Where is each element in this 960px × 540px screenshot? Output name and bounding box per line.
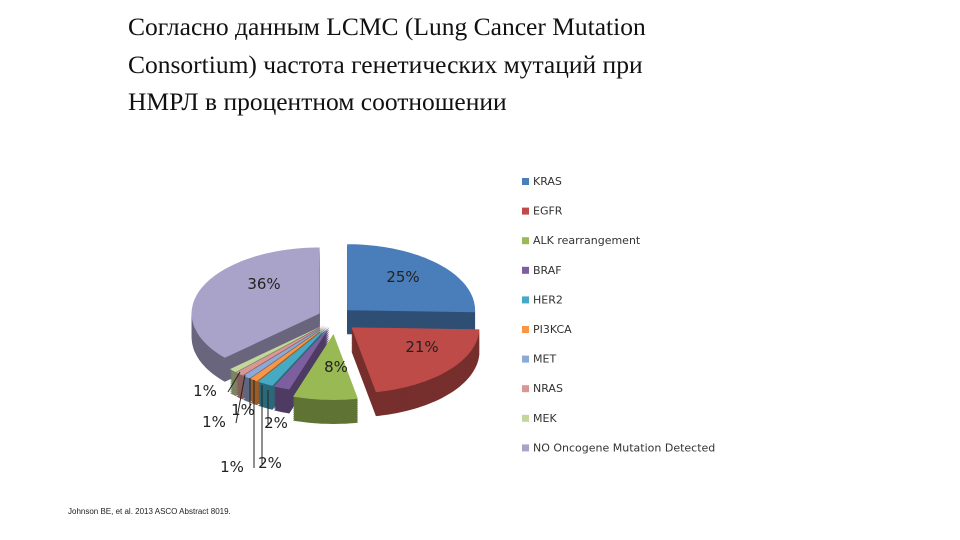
legend-swatch bbox=[522, 296, 529, 304]
slice-braf bbox=[274, 326, 330, 390]
slice-no-oncogene-mutation-detected bbox=[191, 247, 320, 358]
data-label: 1% bbox=[220, 458, 244, 476]
data-label: 21% bbox=[405, 338, 438, 356]
legend-swatch bbox=[522, 414, 529, 422]
slice-kras bbox=[347, 244, 476, 313]
slice-mek bbox=[229, 324, 325, 373]
data-label: 36% bbox=[247, 275, 280, 293]
title-line-2: Consortium) частота генетических мутаций… bbox=[128, 49, 643, 79]
slice-her2 bbox=[258, 326, 328, 386]
legend-label: EGFR bbox=[533, 205, 563, 218]
pie-slices bbox=[191, 244, 480, 424]
data-label: 25% bbox=[386, 268, 419, 286]
data-label: 8% bbox=[324, 358, 348, 376]
data-label: 1% bbox=[202, 413, 226, 431]
legend-label: NO Oncogene Mutation Detected bbox=[533, 441, 715, 454]
slice-egfr bbox=[351, 327, 480, 393]
legend-label: MEK bbox=[533, 412, 557, 425]
legend-label: MET bbox=[533, 353, 556, 366]
legend-label: NRAS bbox=[533, 382, 563, 395]
legend-swatch bbox=[522, 266, 529, 274]
data-label: 2% bbox=[258, 454, 282, 472]
source-citation: Johnson BE, et al. 2013 ASCO Abstract 80… bbox=[68, 507, 231, 516]
data-label: 1% bbox=[193, 382, 217, 400]
legend-label: ALK rearrangement bbox=[533, 234, 641, 247]
legend-label: HER2 bbox=[533, 293, 563, 306]
slice-pi3kca bbox=[250, 325, 327, 382]
data-label: 2% bbox=[264, 414, 288, 432]
data-label: 1% bbox=[231, 401, 255, 419]
legend-swatch bbox=[522, 355, 529, 363]
slice-alk-rearrangement bbox=[293, 333, 358, 400]
title-line-1: Согласно данным LCMC (Lung Cancer Mutati… bbox=[128, 12, 646, 41]
legend-swatch bbox=[522, 326, 529, 333]
leader-line bbox=[235, 374, 246, 424]
legend-swatch bbox=[522, 385, 529, 393]
legend-swatch bbox=[522, 207, 529, 215]
slice-met bbox=[243, 325, 327, 379]
title-line-3: НМРЛ в процентном соотношении bbox=[128, 87, 507, 116]
legend-label: BRAF bbox=[533, 264, 562, 277]
slice-nras bbox=[236, 325, 326, 376]
slide-title: Согласно данным LCMC (Lung Cancer Mutati… bbox=[128, 8, 848, 121]
legend-swatch bbox=[522, 178, 529, 185]
legend-label: PI3KCA bbox=[533, 323, 572, 336]
legend-label: KRAS bbox=[533, 175, 562, 188]
legend-swatch bbox=[522, 237, 529, 245]
legend-swatch bbox=[522, 444, 529, 452]
leader-line bbox=[227, 371, 241, 393]
